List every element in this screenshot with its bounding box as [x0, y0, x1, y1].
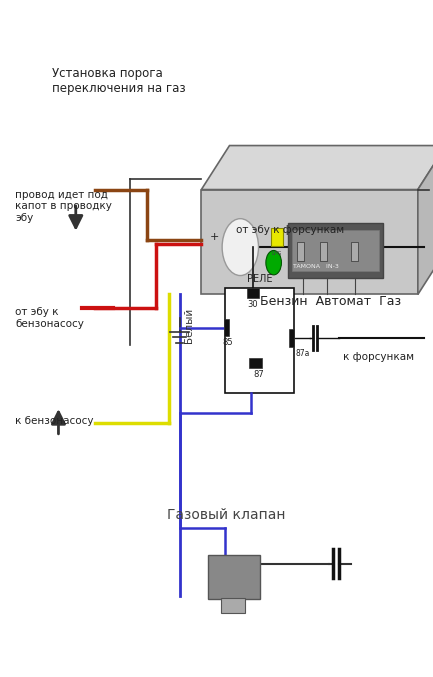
Bar — [224, 319, 229, 336]
Bar — [249, 357, 262, 368]
Bar — [351, 242, 358, 261]
Text: провод идет под
капот в проводку
эбу: провод идет под капот в проводку эбу — [15, 190, 112, 223]
Bar — [201, 190, 418, 294]
Bar — [320, 242, 327, 261]
Polygon shape — [418, 146, 433, 294]
Bar — [225, 288, 294, 393]
Text: Газовый клапан: Газовый клапан — [167, 508, 285, 521]
Bar — [221, 598, 245, 613]
Circle shape — [222, 219, 259, 276]
Text: +: + — [210, 232, 219, 242]
Text: LPG: LPG — [272, 251, 282, 256]
Text: к форсункам: к форсункам — [343, 352, 414, 362]
Text: 87: 87 — [254, 370, 265, 379]
Text: от эбу к форсункам: от эбу к форсункам — [236, 225, 344, 235]
Text: от эбу к
бензонасосу: от эбу к бензонасосу — [15, 307, 84, 329]
Text: TAMONA   IN-3: TAMONA IN-3 — [293, 264, 339, 269]
Bar — [288, 223, 383, 278]
Text: к бензонасосу: к бензонасосу — [15, 416, 94, 426]
Text: Бензин  Автомат  Газ: Бензин Автомат Газ — [260, 294, 401, 308]
Bar — [297, 242, 304, 261]
Bar — [271, 228, 283, 246]
Bar — [247, 288, 259, 298]
Bar — [289, 329, 294, 347]
Text: 85: 85 — [222, 338, 233, 347]
Text: Белый: Белый — [184, 307, 194, 343]
Text: 87а: 87а — [296, 349, 310, 358]
Text: РЕЛЕ: РЕЛЕ — [247, 274, 272, 284]
Bar — [208, 555, 260, 599]
Circle shape — [266, 250, 281, 275]
Text: 30: 30 — [248, 300, 258, 309]
Polygon shape — [201, 146, 433, 190]
Text: Установка порога
переключения на газ: Установка порога переключения на газ — [52, 67, 186, 95]
Bar — [292, 230, 379, 271]
